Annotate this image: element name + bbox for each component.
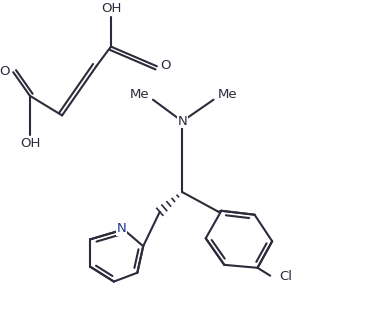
Text: Me: Me <box>218 88 237 101</box>
Text: Me: Me <box>130 88 149 101</box>
Text: OH: OH <box>102 2 122 15</box>
Text: O: O <box>0 65 10 78</box>
Text: N: N <box>117 222 127 235</box>
Text: N: N <box>177 115 187 128</box>
Text: OH: OH <box>21 137 41 150</box>
Text: O: O <box>160 59 171 72</box>
Text: Cl: Cl <box>279 270 292 283</box>
